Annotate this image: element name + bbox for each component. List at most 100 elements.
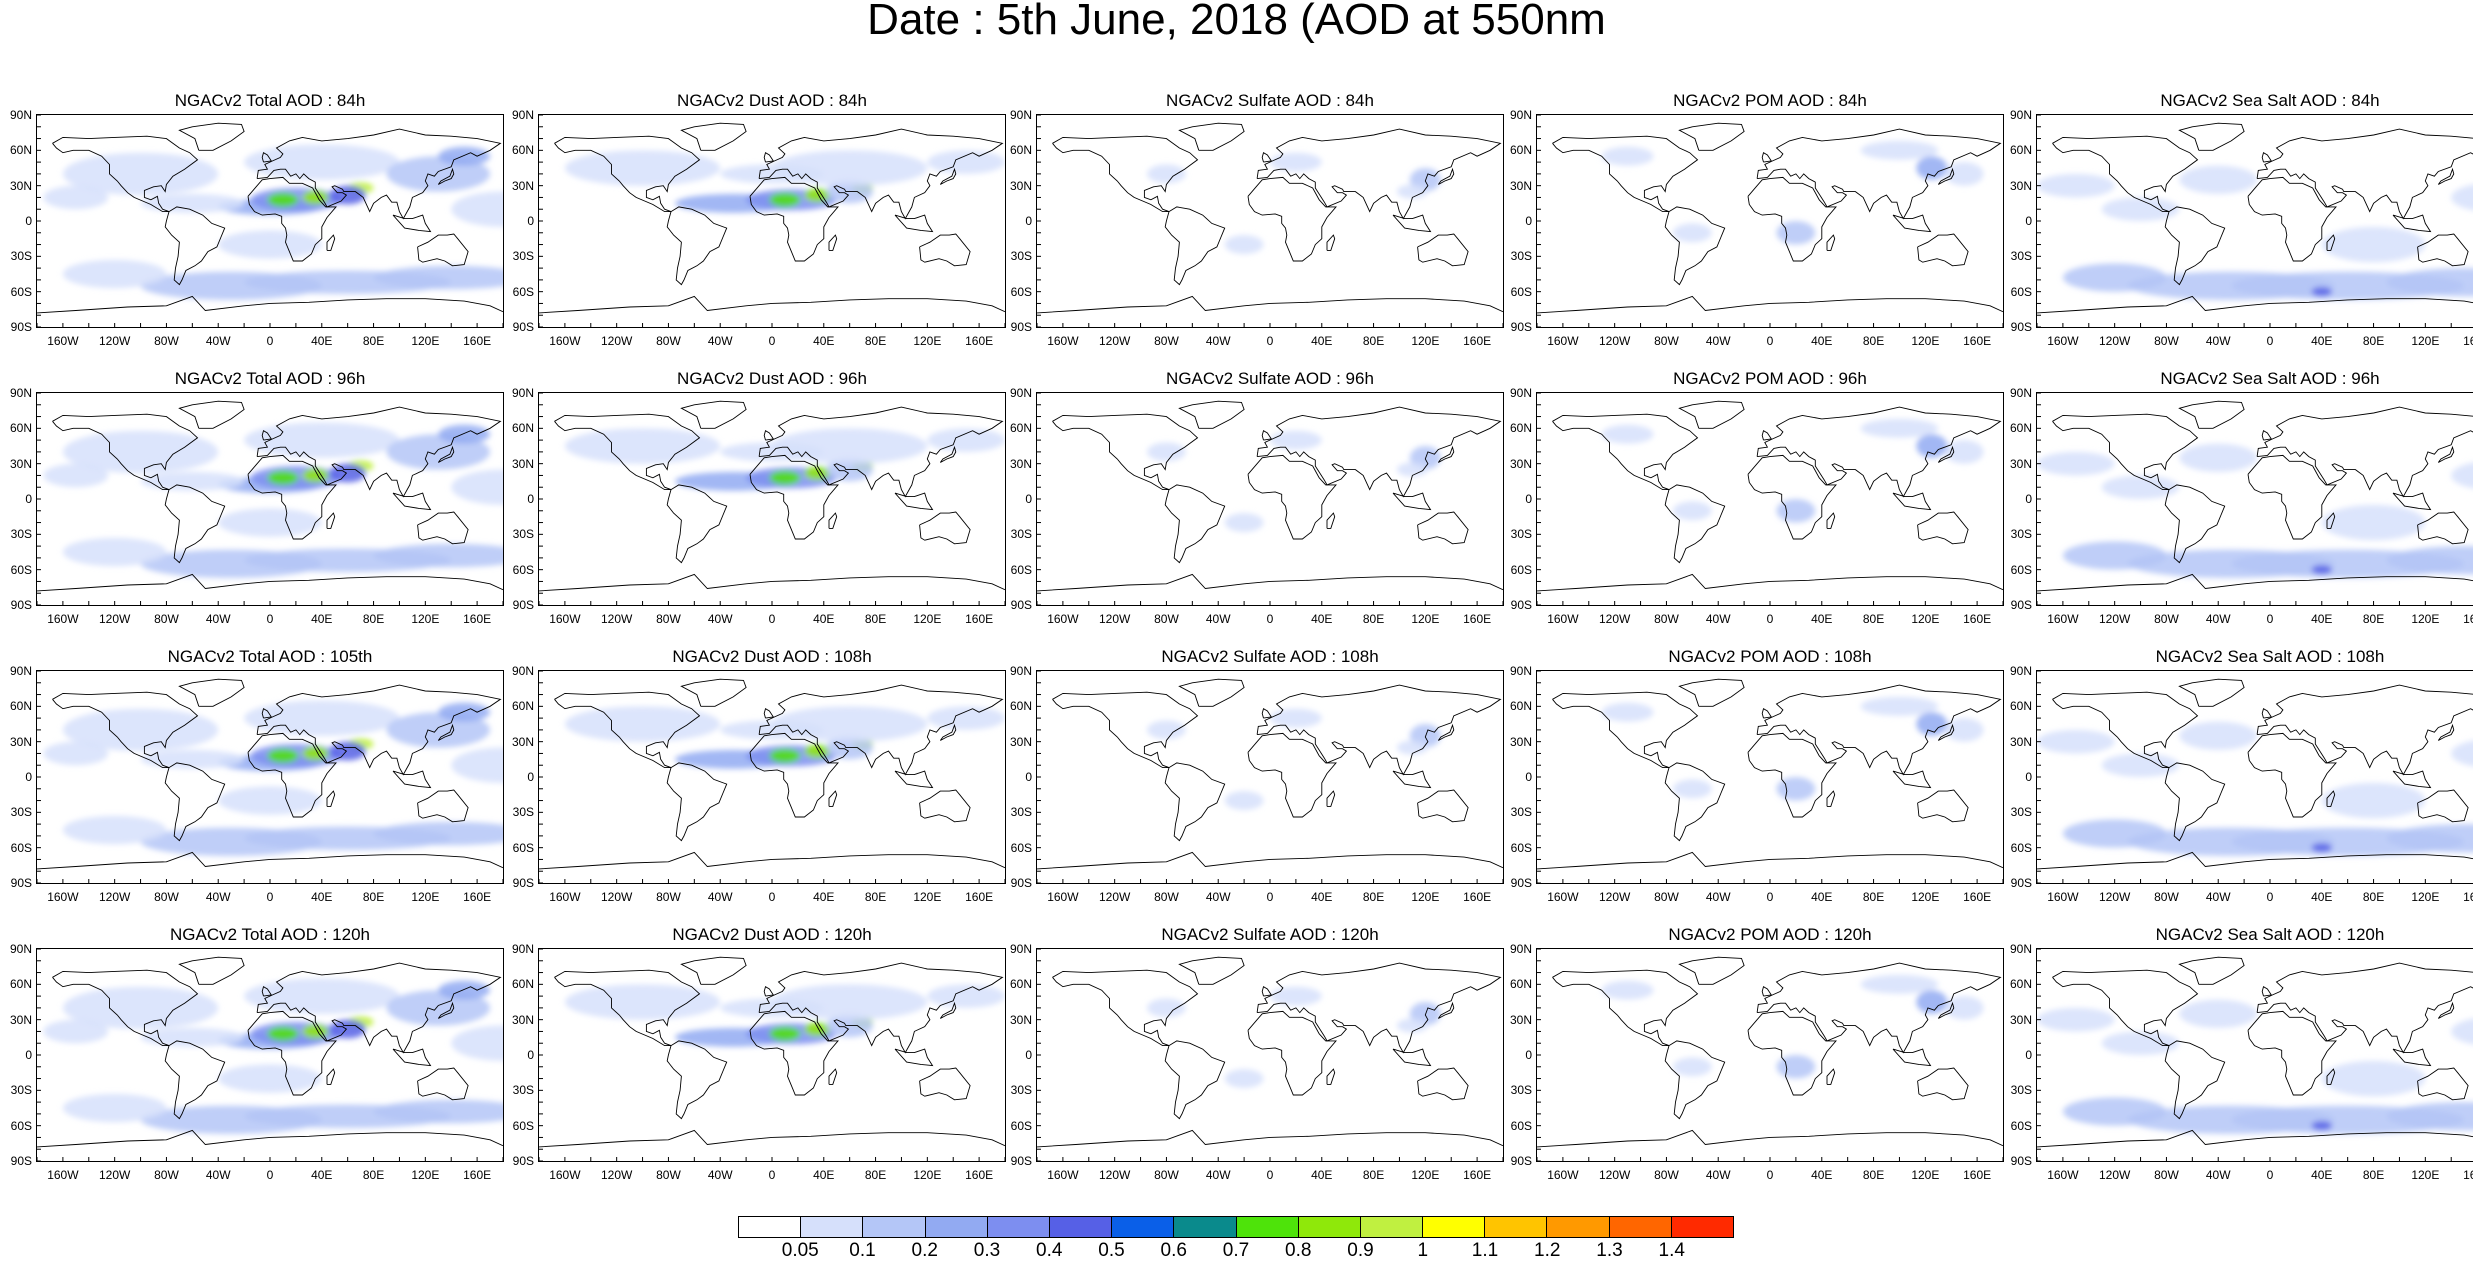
coastline — [829, 1069, 837, 1084]
coastline — [179, 957, 244, 984]
lat-tick-label: 60S — [513, 1120, 534, 1132]
lon-tick-label: 0 — [267, 612, 274, 626]
lon-tick-label: 80W — [1654, 1168, 1679, 1182]
coastline — [681, 401, 746, 428]
lat-tick-label: 0 — [2025, 771, 2032, 783]
coastline — [2248, 455, 2336, 539]
lat-tick-label: 60S — [1511, 286, 1532, 298]
lon-tick-label: 160E — [463, 1168, 491, 1182]
coastline — [1393, 215, 1431, 232]
aod-plume — [267, 1027, 298, 1041]
lat-tick-label: 0 — [1525, 771, 1532, 783]
colorbar-swatch — [1299, 1217, 1361, 1237]
coastline — [418, 790, 469, 822]
map-area — [36, 670, 504, 884]
lat-tick-label: 0 — [25, 493, 32, 505]
lat-tick-label: 90N — [512, 387, 534, 399]
lon-tick-label: 160W — [1047, 612, 1078, 626]
lat-tick-label: 0 — [2025, 215, 2032, 227]
aod-plume — [63, 260, 167, 288]
coastline — [1179, 123, 1244, 150]
panel-title: NGACv2 Dust AOD : 108h — [538, 648, 1006, 666]
coastline — [2418, 234, 2469, 266]
coastline — [1748, 1011, 1836, 1095]
panel-title: NGACv2 Dust AOD : 96h — [538, 370, 1006, 388]
lat-tick-label: 30S — [1511, 806, 1532, 818]
lat-tick-label: 30S — [1011, 1084, 1032, 1096]
aod-plume — [2063, 1097, 2167, 1125]
coastline — [1762, 153, 1771, 162]
lat-tick-label: 90S — [513, 1155, 534, 1167]
aod-plume — [1916, 434, 1947, 458]
aod-plume — [438, 425, 490, 444]
lon-tick-label: 40E — [2311, 890, 2332, 904]
lon-tick-label: 40E — [311, 334, 332, 348]
coastline — [1537, 574, 2003, 591]
lat-tick-label: 90S — [11, 599, 32, 611]
coastline — [1393, 771, 1431, 788]
coastline — [1262, 153, 1271, 162]
aod-plume — [2179, 166, 2257, 194]
lon-tick-label: 0 — [1267, 890, 1274, 904]
lat-tick-label: 0 — [1525, 215, 1532, 227]
lon-tick-label: 160E — [1963, 334, 1991, 348]
lat-tick-label: 0 — [527, 771, 534, 783]
lat-tick-label: 90S — [11, 321, 32, 333]
lat-tick-label: 60S — [2011, 286, 2032, 298]
aod-map-svg — [539, 671, 1005, 883]
lat-tick-label: 60N — [2010, 422, 2032, 434]
lon-tick-label: 80W — [1154, 334, 1179, 348]
lat-tick-label: 90N — [2010, 109, 2032, 121]
panel-title: NGACv2 Sea Salt AOD : 84h — [2036, 92, 2473, 110]
lon-tick-label: 120W — [1099, 890, 1130, 904]
map-area — [1036, 114, 1504, 328]
lat-tick-label: 90N — [512, 665, 534, 677]
lon-tick-label: 120E — [913, 1168, 941, 1182]
lon-tick-label: 120W — [1099, 334, 1130, 348]
lat-tick-label: 30N — [1010, 458, 1032, 470]
aod-plume — [1861, 975, 1939, 994]
aod-plume — [1861, 141, 1939, 160]
lon-tick-label: 80E — [1363, 334, 1384, 348]
lat-tick-label: 30S — [2011, 528, 2032, 540]
lat-tick-label: 0 — [527, 1049, 534, 1061]
lat-tick-label: 90N — [10, 109, 32, 121]
colorbar-swatch — [1112, 1217, 1174, 1237]
aod-map-svg — [1037, 671, 1503, 883]
aod-map-svg — [1537, 115, 2003, 327]
lat-tick-label: 90S — [1511, 1155, 1532, 1167]
lat-tick-label: 30S — [513, 250, 534, 262]
lat-tick-label: 30N — [1010, 1014, 1032, 1026]
coastline — [1165, 763, 1225, 841]
colorbar-label: 0.5 — [1098, 1242, 1124, 1260]
aod-plume — [1225, 513, 1264, 532]
map-area — [1036, 670, 1504, 884]
lat-tick-label: 90N — [512, 109, 534, 121]
lat-tick-label: 30N — [10, 736, 32, 748]
aod-plume — [2037, 174, 2115, 198]
coastline — [1393, 1049, 1431, 1066]
lon-tick-label: 120E — [1911, 1168, 1939, 1182]
panel-title: NGACv2 POM AOD : 108h — [1536, 648, 2004, 666]
lon-tick-label: 0 — [769, 890, 776, 904]
colorbar-swatch — [1361, 1217, 1423, 1237]
lat-tick-label: 60N — [2010, 978, 2032, 990]
lat-tick-label: 60N — [2010, 144, 2032, 156]
coastline — [393, 1049, 431, 1066]
aod-plume — [1673, 501, 1712, 520]
aod-plume — [1673, 779, 1712, 798]
coastline — [179, 401, 244, 428]
lon-tick-label: 80W — [1654, 612, 1679, 626]
lat-tick-label: 0 — [527, 493, 534, 505]
